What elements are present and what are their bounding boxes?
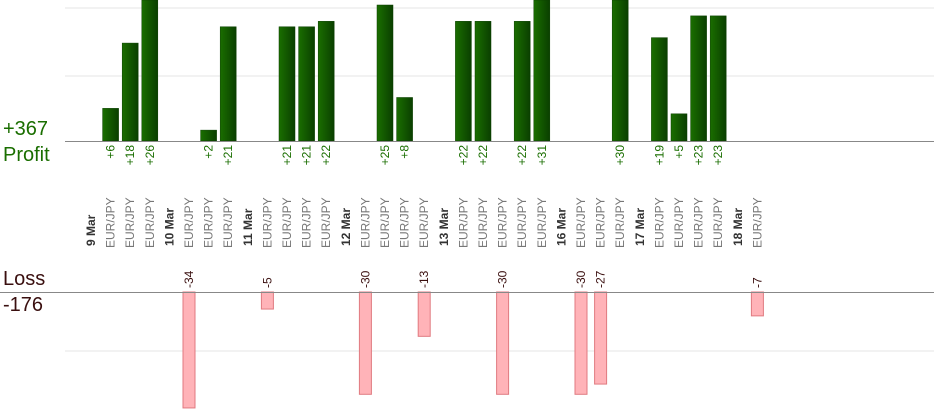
loss-bar — [358, 291, 372, 395]
profit-bar — [298, 26, 315, 142]
profit-bar — [670, 113, 688, 142]
profit-bar — [533, 0, 551, 142]
day-label: 17 Mar — [633, 208, 647, 246]
profit-value-label: +31 — [535, 145, 549, 166]
day-label: 12 Mar — [339, 208, 353, 246]
loss-value-label: -30 — [496, 270, 510, 288]
pair-label: EUR/JPY — [358, 197, 372, 248]
pair-label: EUR/JPY — [456, 197, 470, 248]
loss-value-label: -13 — [417, 270, 431, 288]
day-label: 11 Mar — [241, 208, 255, 246]
pair-label: EUR/JPY — [300, 197, 314, 248]
profit-bar — [651, 37, 668, 142]
pair-label: EUR/JPY — [574, 197, 588, 248]
loss-bar — [182, 291, 196, 409]
pair-label: EUR/JPY — [221, 197, 235, 248]
loss-value-label: -7 — [750, 277, 764, 288]
profit-value-label: +21 — [221, 145, 235, 166]
profit-bar — [278, 26, 296, 142]
profit-bar — [141, 0, 159, 142]
pair-label: EUR/JPY — [143, 197, 157, 248]
pair-label: EUR/JPY — [123, 197, 137, 248]
pair-label: EUR/JPY — [398, 197, 412, 248]
loss-bar — [260, 291, 274, 310]
loss-value-label: -34 — [182, 270, 196, 288]
pair-label: EUR/JPY — [280, 197, 294, 248]
profit-value-label: +18 — [123, 145, 137, 166]
profit-bar — [317, 21, 335, 142]
pair-label: EUR/JPY — [378, 197, 392, 248]
profit-value-label: +21 — [280, 145, 294, 166]
profit-value-label: +22 — [456, 145, 470, 166]
profit-value-label: +21 — [300, 145, 314, 166]
profit-bar — [709, 15, 727, 142]
profit-total: +367 — [3, 118, 49, 140]
profit-bar — [513, 21, 531, 142]
pair-label: EUR/JPY — [672, 197, 686, 248]
profit-value-label: +22 — [319, 145, 333, 166]
pair-label: EUR/JPY — [417, 197, 431, 248]
day-label: 16 Mar — [554, 208, 568, 246]
profit-bar — [200, 129, 217, 142]
day-label: 13 Mar — [437, 208, 451, 246]
profit-bar — [102, 108, 119, 142]
profit-bar — [611, 0, 629, 142]
profit-bar — [219, 26, 237, 142]
profit-value-label: +5 — [672, 145, 686, 159]
profit-value-label: +30 — [613, 145, 627, 166]
pair-label: EUR/JPY — [692, 197, 706, 248]
pair-label: EUR/JPY — [711, 197, 725, 248]
loss-value-label: -30 — [574, 270, 588, 288]
day-label: 18 Mar — [731, 208, 745, 246]
pair-label: EUR/JPY — [594, 197, 608, 248]
pair-label: EUR/JPY — [319, 197, 333, 248]
pair-label: EUR/JPY — [476, 197, 490, 248]
pair-label: EUR/JPY — [535, 197, 549, 248]
pair-label: EUR/JPY — [104, 197, 118, 248]
pair-label: EUR/JPY — [652, 197, 666, 248]
pair-label: EUR/JPY — [496, 197, 510, 248]
pair-label: EUR/JPY — [182, 197, 196, 248]
loss-value-label: -30 — [358, 270, 372, 288]
profit-bar — [455, 21, 472, 142]
pair-label: EUR/JPY — [260, 197, 274, 248]
profit-bar — [121, 42, 139, 142]
pair-label: EUR/JPY — [750, 197, 764, 248]
profit-label: Profit — [3, 144, 50, 166]
loss-bar — [574, 291, 588, 395]
pair-label: EUR/JPY — [613, 197, 627, 248]
loss-value-label: -27 — [594, 270, 608, 288]
profit-bar — [690, 15, 707, 142]
profit-value-label: +6 — [104, 145, 118, 159]
loss-label: Loss — [3, 268, 46, 290]
profit-value-label: +8 — [398, 145, 412, 159]
profit-value-label: +23 — [711, 145, 725, 166]
loss-bar — [750, 291, 764, 317]
profit-value-label: +2 — [202, 145, 216, 159]
loss-total: -176 — [3, 294, 44, 316]
pair-label: EUR/JPY — [515, 197, 529, 248]
profit-value-label: +22 — [476, 145, 490, 166]
loss-bar — [594, 291, 608, 385]
profit-value-label: +22 — [515, 145, 529, 166]
profit-value-label: +19 — [652, 145, 666, 166]
loss-value-label: -5 — [260, 277, 274, 288]
day-label: 9 Mar — [84, 214, 98, 246]
profit-value-label: +23 — [692, 145, 706, 166]
profit-value-label: +26 — [143, 145, 157, 166]
profit-bar — [376, 4, 394, 142]
loss-bar — [496, 291, 510, 395]
day-label: 10 Mar — [162, 208, 176, 246]
profit-bar — [474, 21, 492, 142]
pair-label: EUR/JPY — [202, 197, 216, 248]
profit-bar — [396, 97, 413, 142]
profit-value-label: +25 — [378, 145, 392, 166]
loss-bar — [417, 291, 431, 337]
